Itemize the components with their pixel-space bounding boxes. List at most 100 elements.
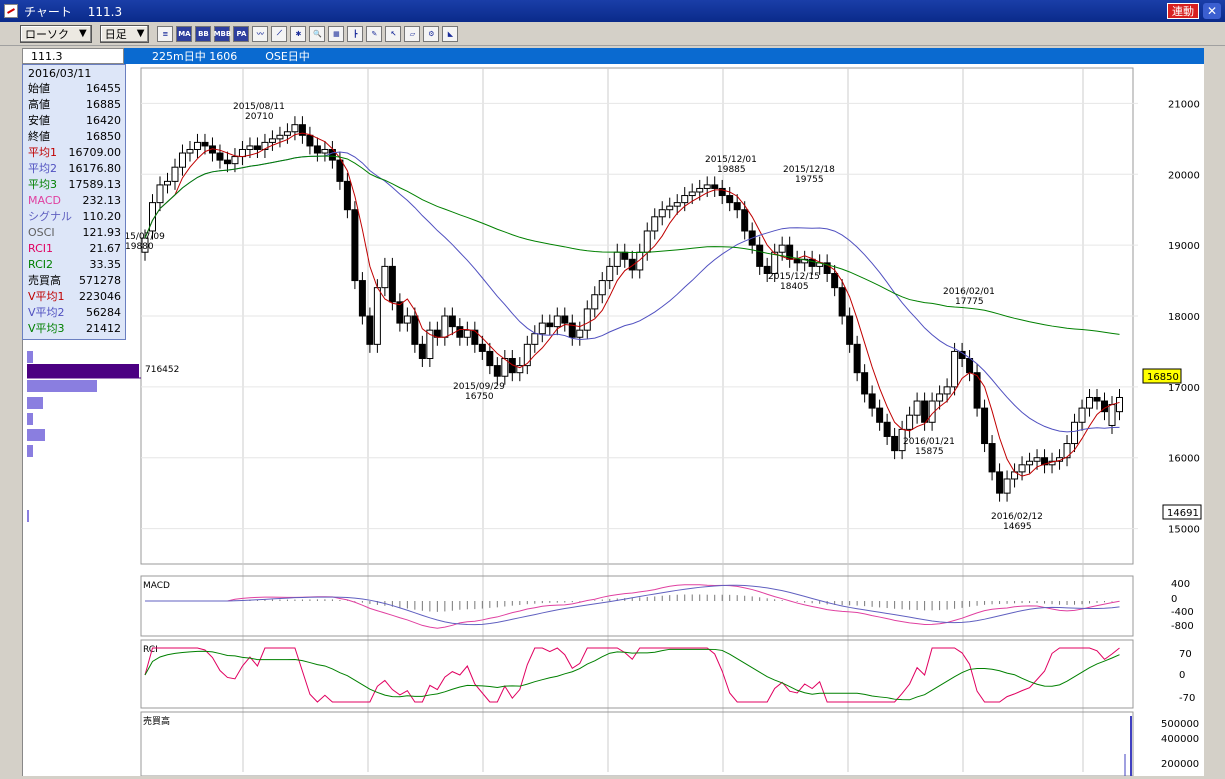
volume-tick-label: 200000 bbox=[1161, 759, 1199, 770]
info-value: 16850 bbox=[86, 130, 121, 143]
candle-body bbox=[486, 350, 494, 367]
candle-body bbox=[448, 315, 456, 328]
volume-tick-label: 500000 bbox=[1161, 719, 1199, 730]
signal-line bbox=[145, 584, 1120, 626]
mbb-icon[interactable]: MBB bbox=[214, 25, 231, 42]
info-label: 高値 bbox=[28, 98, 50, 111]
candle-body bbox=[913, 400, 921, 416]
pa-icon[interactable]: PA bbox=[233, 25, 250, 42]
eraser-icon[interactable]: ▱ bbox=[404, 25, 421, 42]
candle-body bbox=[403, 315, 411, 324]
cross-icon[interactable]: ✱ bbox=[290, 25, 307, 42]
ma3-line bbox=[144, 155, 1120, 335]
candle-body bbox=[276, 134, 284, 140]
window-title: チャート bbox=[24, 4, 72, 19]
info-row: RCI2 33.35 bbox=[23, 257, 125, 273]
candle-body bbox=[801, 258, 809, 264]
line-icon[interactable]: 〰 bbox=[252, 25, 269, 42]
measure-icon[interactable]: ◣ bbox=[442, 25, 459, 42]
chart-app-icon bbox=[4, 4, 18, 18]
annotation-date: 2016/01/21 bbox=[903, 437, 955, 447]
annotation-date: 2016/02/01 bbox=[943, 287, 995, 297]
candle-body bbox=[336, 159, 344, 182]
market-label-2: OSE日中 bbox=[265, 50, 310, 63]
rci1-line bbox=[144, 647, 1120, 703]
candle-body bbox=[1041, 457, 1049, 466]
info-value: 16709.00 bbox=[68, 146, 122, 159]
candle-body bbox=[163, 180, 171, 186]
price-tick-label: 18000 bbox=[1168, 312, 1200, 323]
candle-body bbox=[1071, 421, 1079, 445]
price-tick-label: 17000 bbox=[1168, 383, 1200, 394]
candle-body bbox=[951, 350, 959, 388]
volume-label: 売買高 bbox=[143, 715, 170, 727]
candle-body bbox=[981, 407, 989, 445]
calc-icon[interactable]: ▦ bbox=[328, 25, 345, 42]
candle-body bbox=[148, 202, 156, 232]
rci-panel-frame bbox=[140, 639, 1134, 709]
chart-type-select[interactable]: ローソク ▼ bbox=[20, 24, 92, 43]
close-icon[interactable]: ✕ bbox=[1203, 3, 1221, 19]
candle-body bbox=[1086, 396, 1094, 409]
macd-tick-label: 0 bbox=[1171, 594, 1177, 605]
chevron-down-icon: ▼ bbox=[79, 28, 87, 39]
candle-body bbox=[1003, 478, 1011, 494]
cursor-icon[interactable]: ↖ bbox=[385, 25, 402, 42]
candle-body bbox=[201, 141, 209, 147]
toolbar: ローソク ▼ 日足 ▼ ≡ MA BB MBB PA 〰 ⟋ ✱ 🔍 ▦ ┣ ✎ ↖… bbox=[0, 22, 1225, 46]
candle-body bbox=[1033, 457, 1041, 462]
indicator-list-icon[interactable]: ≡ bbox=[157, 25, 174, 42]
candle-body bbox=[771, 251, 779, 274]
price-tick-label: 19000 bbox=[1168, 241, 1200, 252]
candle-body bbox=[358, 280, 366, 317]
symbol-code[interactable]: 111.3 bbox=[22, 48, 124, 64]
candle-body bbox=[171, 166, 179, 182]
info-row: V平均2 56284 bbox=[23, 305, 125, 321]
candle-body bbox=[583, 308, 591, 331]
market-label-1: 225m日中 1606 bbox=[152, 50, 238, 63]
ma-icon[interactable]: MA bbox=[176, 25, 193, 42]
bars-icon[interactable]: ┣ bbox=[347, 25, 364, 42]
candle-body bbox=[493, 365, 501, 377]
annotation-value: 18405 bbox=[780, 282, 809, 292]
candle-body bbox=[846, 315, 854, 345]
candle-body bbox=[396, 301, 404, 324]
candle-body bbox=[268, 138, 276, 143]
volume-profile-bar bbox=[27, 364, 139, 378]
pen-icon[interactable]: ✎ bbox=[366, 25, 383, 42]
candle-body bbox=[996, 471, 1004, 494]
chart-svg[interactable]: 21000 20000 19000 18000 17000 16000 15000 71645… bbox=[23, 64, 1205, 777]
candle-body bbox=[238, 148, 246, 158]
zoom-icon[interactable]: 🔍 bbox=[309, 25, 326, 42]
candle-body bbox=[928, 400, 936, 423]
candle-body bbox=[576, 329, 584, 338]
info-value: 16455 bbox=[86, 82, 121, 95]
candle-body bbox=[561, 315, 569, 324]
price-tick-label: 16000 bbox=[1168, 454, 1200, 465]
candle-body bbox=[291, 124, 299, 133]
info-label: 平均3 bbox=[28, 178, 57, 191]
candle-body bbox=[463, 329, 471, 338]
candle-body bbox=[921, 400, 929, 423]
annotation-date: 2015/08/11 bbox=[233, 102, 285, 112]
chart-area[interactable]: 21000 20000 19000 18000 17000 16000 15000 71645… bbox=[22, 64, 1205, 777]
volume-profile-label: 716452 bbox=[145, 365, 179, 375]
info-value: 16420 bbox=[86, 114, 121, 127]
fibo-icon[interactable]: ⟋ bbox=[271, 25, 288, 42]
settings-icon[interactable]: ⚙ bbox=[423, 25, 440, 42]
candle-body bbox=[891, 435, 899, 452]
candle-body bbox=[471, 329, 479, 345]
info-value: 56284 bbox=[86, 306, 121, 319]
candle-body bbox=[156, 184, 164, 204]
link-button[interactable]: 連動 bbox=[1167, 3, 1199, 19]
candle-body bbox=[426, 329, 434, 360]
volume-profile-bar bbox=[27, 380, 97, 392]
info-row: 平均2 16176.80 bbox=[23, 161, 125, 177]
candle-body bbox=[823, 262, 831, 274]
info-row: シグナル 110.20 bbox=[23, 209, 125, 225]
period-select[interactable]: 日足 ▼ bbox=[99, 24, 150, 43]
bb-icon[interactable]: BB bbox=[195, 25, 212, 42]
rci-label: RCI bbox=[143, 645, 158, 655]
candle-body bbox=[283, 131, 291, 136]
candle-body bbox=[861, 372, 869, 395]
